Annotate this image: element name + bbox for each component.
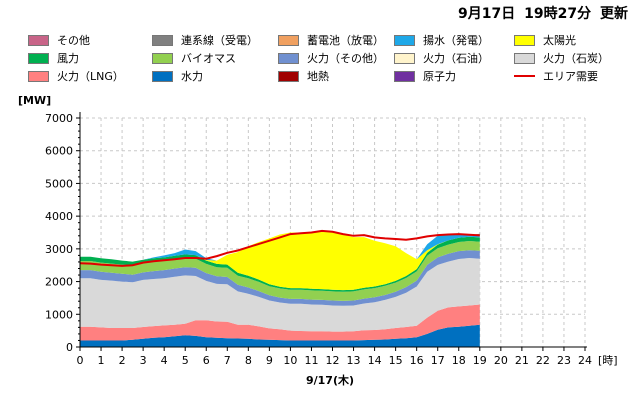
legend-item-biomass: バイオマス: [152, 51, 236, 65]
legend-item-thermal_oil: 火力（石油）: [394, 51, 489, 65]
y-tick-label-0: 0: [66, 341, 73, 354]
legend-item-geothermal: 地熱: [278, 69, 329, 83]
legend-swatch-battery: [278, 34, 299, 46]
legend-label-thermal_coal: 火力（石炭）: [543, 52, 609, 65]
legend-swatch-other: [28, 34, 49, 46]
y-tick-label-2000: 2000: [45, 276, 73, 289]
legend-label-nuclear: 原子力: [423, 70, 456, 83]
legend-item-battery: 蓄電池（放電）: [278, 33, 384, 47]
x-tick-label-9: 9: [266, 354, 273, 367]
y-tick-label-7000: 7000: [45, 112, 73, 125]
legend-swatch-thermal_other: [278, 52, 299, 64]
x-tick-label-13: 13: [347, 354, 361, 367]
legend-item-interconnect: 連系線（受電）: [152, 33, 258, 47]
x-tick-label-11: 11: [304, 354, 318, 367]
x-tick-label-5: 5: [182, 354, 189, 367]
x-tick-label-22: 22: [536, 354, 550, 367]
legend-swatch-pumped: [394, 34, 415, 46]
legend-label-geothermal: 地熱: [307, 70, 329, 83]
demand-line: [79, 229, 480, 267]
legend-swatch-geothermal: [278, 70, 299, 82]
legend-label-solar: 太陽光: [543, 34, 576, 47]
x-axis-label: 9/17(木): [306, 373, 354, 387]
legend-swatch-solar: [514, 34, 535, 46]
x-tick-label-18: 18: [452, 354, 466, 367]
legend-label-thermal_other: 火力（その他）: [307, 52, 384, 65]
x-tick-label-14: 14: [368, 354, 382, 367]
x-tick-label-8: 8: [245, 354, 252, 367]
area-thermal_lng: [80, 304, 480, 341]
x-tick-label-2: 2: [119, 354, 126, 367]
legend-item-demand: エリア需要: [514, 69, 598, 83]
legend-item-thermal_coal: 火力（石炭）: [514, 51, 609, 65]
legend-swatch-thermal_oil: [394, 52, 415, 64]
legend-label-thermal_oil: 火力（石油）: [423, 52, 489, 65]
legend-label-wind: 風力: [57, 52, 79, 65]
area-solar: [80, 230, 480, 291]
x-tick-label-6: 6: [203, 354, 210, 367]
legend-label-interconnect: 連系線（受電）: [181, 34, 258, 47]
legend-item-wind: 風力: [28, 51, 79, 65]
x-tick-label-12: 12: [326, 354, 340, 367]
legend-item-thermal_lng: 火力（LNG）: [28, 69, 124, 83]
y-tick-label-6000: 6000: [45, 145, 73, 158]
legend-label-hydro: 水力: [181, 70, 203, 83]
area-biomass: [80, 241, 480, 301]
x-tick-label-17: 17: [431, 354, 445, 367]
legend-swatch-thermal_lng: [28, 70, 49, 82]
legend-swatch-biomass: [152, 52, 173, 64]
legend-swatch-thermal_coal: [514, 52, 535, 64]
y-tick-label-4000: 4000: [45, 210, 73, 223]
x-tick-label-1: 1: [98, 354, 105, 367]
legend-label-biomass: バイオマス: [181, 52, 236, 65]
x-tick-label-23: 23: [557, 354, 571, 367]
x-tick-label-4: 4: [161, 354, 168, 367]
x-tick-label-24: 24: [578, 354, 592, 367]
legend-label-pumped: 揚水（発電）: [423, 34, 489, 47]
x-tick-label-7: 7: [224, 354, 231, 367]
legend-swatch-wind: [28, 52, 49, 64]
area-thermal_other: [80, 250, 480, 306]
update-label: 更新: [600, 6, 628, 22]
area-thermal_coal: [80, 258, 480, 332]
legend-label-battery: 蓄電池（放電）: [307, 34, 384, 47]
legend-item-hydro: 水力: [152, 69, 203, 83]
x-tick-label-0: 0: [77, 354, 84, 367]
area-pumped: [80, 230, 480, 262]
update-date: 9月17日: [458, 6, 516, 22]
legend-item-thermal_other: 火力（その他）: [278, 51, 384, 65]
legend-item-other: その他: [28, 33, 90, 47]
x-tick-label-20: 20: [494, 354, 508, 367]
legend-swatch-nuclear: [394, 70, 415, 82]
legend-swatch-hydro: [152, 70, 173, 82]
x-tick-label-16: 16: [410, 354, 424, 367]
update-time: 19時27分: [524, 6, 592, 22]
legend-item-nuclear: 原子力: [394, 69, 456, 83]
update-timestamp: 9月17日 19時27分 更新: [454, 3, 628, 23]
x-axis-unit: [時]: [598, 354, 618, 367]
x-tick-label-21: 21: [515, 354, 529, 367]
y-axis-label: [MW]: [18, 94, 51, 107]
y-tick-label-5000: 5000: [45, 177, 73, 190]
x-tick-label-15: 15: [389, 354, 403, 367]
area-hydro: [80, 324, 480, 347]
x-tick-label-19: 19: [473, 354, 487, 367]
x-tick-label-3: 3: [140, 354, 147, 367]
y-tick-label-1000: 1000: [45, 308, 73, 321]
legend-label-thermal_lng: 火力（LNG）: [57, 70, 124, 83]
legend-item-solar: 太陽光: [514, 33, 576, 47]
x-tick-label-10: 10: [283, 354, 297, 367]
legend-swatch-interconnect: [152, 34, 173, 46]
legend-swatch-demand: [514, 75, 535, 77]
legend-label-other: その他: [57, 34, 90, 47]
y-tick-label-3000: 3000: [45, 243, 73, 256]
legend-item-pumped: 揚水（発電）: [394, 33, 489, 47]
legend-label-demand: エリア需要: [543, 70, 598, 83]
